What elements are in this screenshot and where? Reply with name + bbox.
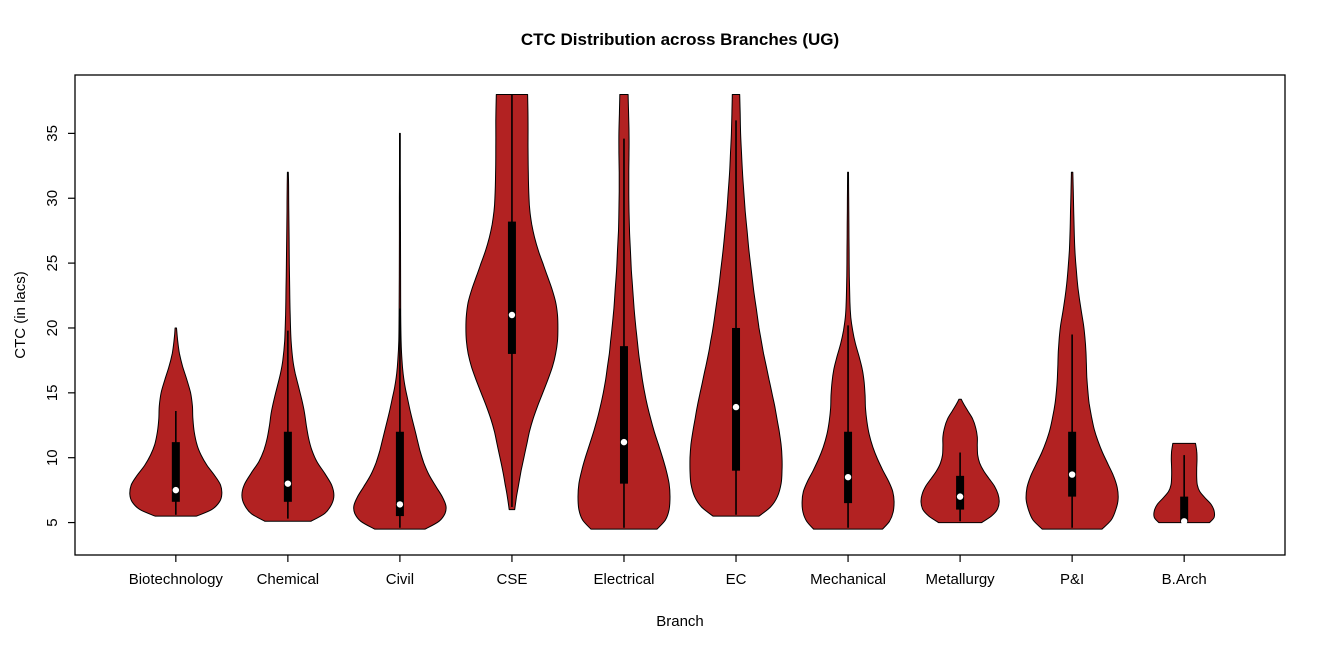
plot-border — [74, 74, 1286, 556]
x-tick-label-p-i: P&I — [1060, 571, 1084, 588]
median-dot-civil — [396, 501, 404, 508]
median-dot-chemical — [284, 480, 292, 487]
y-tick-label: 35 — [44, 125, 61, 142]
iqr-box-mechanical — [844, 431, 853, 504]
iqr-box-p-i — [1068, 431, 1077, 497]
x-axis-label: Branch — [656, 613, 704, 630]
y-tick-label: 25 — [44, 255, 61, 272]
iqr-box-b-arch — [1180, 496, 1189, 523]
median-dot-b-arch — [1180, 518, 1188, 525]
iqr-box-metallurgy — [956, 475, 965, 510]
x-tick-label-biotechnology: Biotechnology — [129, 571, 224, 588]
y-tick-label: 30 — [44, 190, 61, 207]
median-dot-p-i — [1068, 471, 1076, 478]
median-dot-biotechnology — [172, 486, 180, 494]
iqr-box-civil — [395, 431, 404, 517]
iqr-box-chemical — [283, 431, 292, 502]
iqr-box-biotechnology — [171, 442, 180, 502]
x-tick-label-mechanical: Mechanical — [810, 571, 886, 588]
y-tick-label: 10 — [44, 449, 61, 466]
x-tick-label-chemical: Chemical — [257, 571, 320, 588]
y-tick-label: 20 — [44, 320, 61, 337]
iqr-box-electrical — [619, 346, 628, 484]
iqr-box-ec — [732, 327, 741, 471]
iqr-box-cse — [507, 221, 516, 354]
median-dot-ec — [732, 403, 740, 411]
median-dot-cse — [508, 311, 516, 319]
x-tick-label-electrical: Electrical — [594, 571, 655, 588]
y-tick-label: 5 — [44, 518, 61, 526]
x-tick-label-b-arch: B.Arch — [1162, 571, 1207, 588]
chart-title: CTC Distribution across Branches (UG) — [520, 30, 840, 49]
median-dot-metallurgy — [956, 493, 964, 500]
x-tick-label-metallurgy: Metallurgy — [925, 571, 995, 588]
median-dot-electrical — [620, 438, 628, 446]
y-tick-label: 15 — [44, 384, 61, 401]
x-tick-label-civil: Civil — [386, 571, 414, 588]
x-tick-label-ec: EC — [726, 571, 747, 588]
x-tick-label-cse: CSE — [497, 571, 528, 588]
median-dot-mechanical — [844, 473, 852, 481]
